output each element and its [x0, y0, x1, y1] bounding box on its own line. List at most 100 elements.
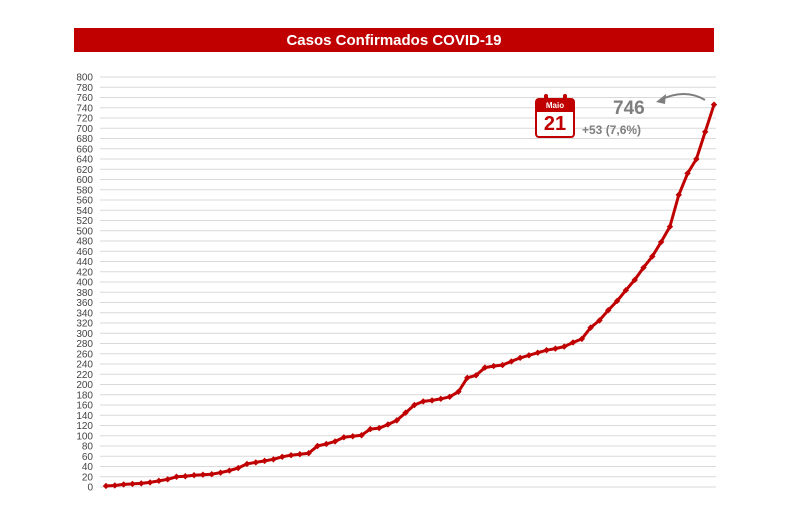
data-point	[279, 453, 286, 460]
data-point	[226, 467, 233, 474]
y-tick-label: 600	[76, 175, 93, 186]
data-point	[684, 170, 691, 177]
y-tick-label: 100	[76, 431, 93, 442]
data-point	[367, 425, 374, 433]
y-tick-label: 560	[76, 196, 93, 207]
data-point	[490, 362, 497, 370]
data-point	[217, 469, 224, 476]
y-tick-label: 80	[82, 442, 94, 453]
y-tick-label: 20	[82, 472, 94, 483]
data-point	[596, 317, 603, 324]
data-point	[640, 264, 647, 271]
data-point	[358, 432, 365, 439]
data-point	[102, 482, 110, 490]
data-point	[710, 101, 718, 108]
data-point	[622, 287, 630, 294]
y-tick-label: 520	[76, 216, 93, 227]
y-tick-label: 0	[87, 483, 93, 494]
y-tick-label: 640	[76, 155, 93, 166]
y-tick-label: 180	[76, 390, 93, 401]
y-axis-ticks: 0204060801001201401601802002202402602803…	[76, 73, 93, 494]
data-point	[701, 128, 709, 136]
y-tick-label: 200	[76, 380, 93, 391]
data-point	[138, 480, 145, 487]
daily-increase: +53 (7,6%)	[582, 123, 642, 137]
y-tick-label: 160	[76, 401, 93, 412]
data-point	[649, 253, 656, 260]
y-tick-label: 60	[82, 452, 94, 463]
data-point	[340, 434, 348, 441]
calendar-month: Maio	[537, 100, 573, 112]
data-point	[393, 417, 400, 424]
data-point	[323, 440, 330, 448]
y-tick-label: 720	[76, 114, 93, 125]
data-point	[305, 449, 312, 457]
y-tick-label: 660	[76, 144, 93, 155]
data-point	[349, 433, 356, 440]
data-point	[411, 401, 418, 409]
y-tick-label: 480	[76, 237, 93, 248]
y-tick-label: 620	[76, 165, 93, 176]
y-tick-label: 360	[76, 298, 93, 309]
data-point	[525, 352, 533, 359]
y-tick-label: 580	[76, 185, 93, 196]
data-point	[190, 472, 198, 479]
calendar-ring-right	[563, 94, 567, 103]
data-point	[243, 460, 251, 468]
y-tick-label: 320	[76, 319, 93, 330]
data-point	[675, 191, 682, 199]
y-tick-label: 220	[76, 370, 93, 381]
calendar-day: 21	[543, 113, 567, 135]
y-tick-label: 780	[76, 83, 93, 94]
data-point	[270, 456, 277, 463]
data-point	[287, 452, 295, 459]
y-tick-label: 680	[76, 134, 93, 145]
data-point	[455, 388, 462, 395]
data-point	[631, 276, 638, 284]
data-point	[129, 480, 136, 488]
data-point	[693, 155, 700, 163]
chart-title: Casos Confirmados COVID-19	[286, 31, 502, 49]
y-tick-label: 300	[76, 329, 93, 340]
data-point	[384, 421, 392, 428]
data-point	[331, 438, 339, 445]
data-point	[587, 324, 594, 331]
data-point	[657, 238, 665, 246]
calendar-icon: Maio 21	[535, 94, 577, 140]
data-point	[543, 346, 550, 354]
y-tick-label: 340	[76, 308, 93, 319]
data-point	[552, 345, 559, 352]
data-point	[578, 335, 586, 343]
data-point	[516, 354, 524, 362]
data-point	[375, 424, 383, 432]
data-point	[111, 482, 119, 489]
chart-title-bar: Casos Confirmados COVID-19	[74, 28, 714, 52]
data-point	[437, 395, 445, 403]
y-tick-label: 740	[76, 103, 93, 114]
data-point	[472, 372, 480, 379]
total-cases: 746	[613, 98, 645, 119]
series-line	[105, 104, 716, 488]
data-point	[146, 479, 154, 486]
y-tick-label: 240	[76, 360, 93, 371]
data-point	[569, 339, 577, 346]
data-point	[252, 459, 259, 466]
data-point	[314, 442, 321, 450]
data-point	[534, 349, 541, 356]
data-point	[296, 451, 304, 458]
y-tick-label: 500	[76, 226, 93, 237]
y-tick-label: 120	[76, 421, 93, 432]
data-point	[561, 343, 568, 350]
y-tick-label: 760	[76, 93, 93, 104]
data-point	[508, 358, 515, 365]
data-point	[164, 476, 171, 483]
y-tick-label: 460	[76, 247, 93, 258]
data-point	[464, 374, 471, 382]
data-point	[499, 361, 506, 369]
data-point	[199, 471, 207, 478]
data-point	[208, 470, 215, 478]
data-point	[173, 473, 180, 480]
data-point	[446, 393, 453, 400]
data-point	[613, 297, 621, 305]
